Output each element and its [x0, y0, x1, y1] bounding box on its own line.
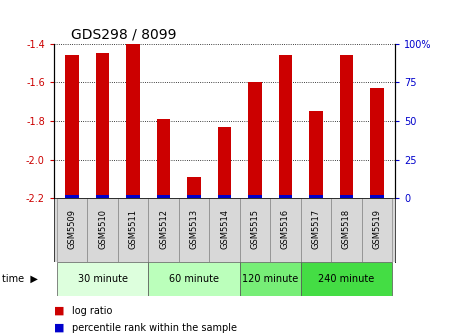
Bar — [339, 55, 353, 198]
Bar — [65, 55, 79, 198]
Text: ■: ■ — [54, 306, 64, 316]
Bar — [57, 198, 88, 262]
Bar — [301, 262, 392, 296]
Text: time  ▶: time ▶ — [2, 274, 38, 284]
Bar — [157, 195, 171, 198]
Bar — [339, 195, 353, 198]
Bar — [248, 195, 262, 198]
Text: GSM5512: GSM5512 — [159, 209, 168, 249]
Text: GSM5517: GSM5517 — [312, 209, 321, 249]
Bar — [270, 198, 301, 262]
Text: percentile rank within the sample: percentile rank within the sample — [72, 323, 237, 333]
Text: GSM5519: GSM5519 — [372, 209, 381, 249]
Bar — [65, 195, 79, 198]
Bar — [126, 44, 140, 198]
Bar — [157, 119, 171, 198]
Bar — [331, 198, 361, 262]
Text: GSM5509: GSM5509 — [68, 209, 77, 249]
Bar — [370, 88, 384, 198]
Text: 30 minute: 30 minute — [78, 274, 128, 284]
Bar — [309, 111, 323, 198]
Bar — [148, 198, 179, 262]
Bar — [248, 82, 262, 198]
Bar — [361, 198, 392, 262]
Bar — [218, 195, 231, 198]
Bar — [240, 198, 270, 262]
Bar — [309, 195, 323, 198]
Text: 240 minute: 240 minute — [318, 274, 374, 284]
Bar — [209, 198, 240, 262]
Bar — [370, 195, 384, 198]
Text: GSM5511: GSM5511 — [128, 209, 137, 249]
Text: GSM5513: GSM5513 — [189, 209, 198, 249]
Text: GSM5510: GSM5510 — [98, 209, 107, 249]
Text: ■: ■ — [54, 323, 64, 333]
Bar — [148, 262, 240, 296]
Bar — [57, 262, 148, 296]
Bar — [218, 127, 231, 198]
Bar — [187, 177, 201, 198]
Bar — [301, 198, 331, 262]
Text: 60 minute: 60 minute — [169, 274, 219, 284]
Bar — [187, 195, 201, 198]
Text: GSM5516: GSM5516 — [281, 209, 290, 249]
Text: GSM5518: GSM5518 — [342, 209, 351, 249]
Text: GSM5514: GSM5514 — [220, 209, 229, 249]
Bar — [88, 198, 118, 262]
Text: GSM5515: GSM5515 — [251, 209, 260, 249]
Bar — [118, 198, 148, 262]
Text: GDS298 / 8099: GDS298 / 8099 — [71, 27, 176, 41]
Bar — [179, 198, 209, 262]
Text: 120 minute: 120 minute — [242, 274, 298, 284]
Bar — [278, 195, 292, 198]
Bar — [240, 262, 301, 296]
Bar — [126, 195, 140, 198]
Bar — [278, 55, 292, 198]
Bar — [96, 53, 110, 198]
Bar — [96, 195, 110, 198]
Text: log ratio: log ratio — [72, 306, 112, 316]
